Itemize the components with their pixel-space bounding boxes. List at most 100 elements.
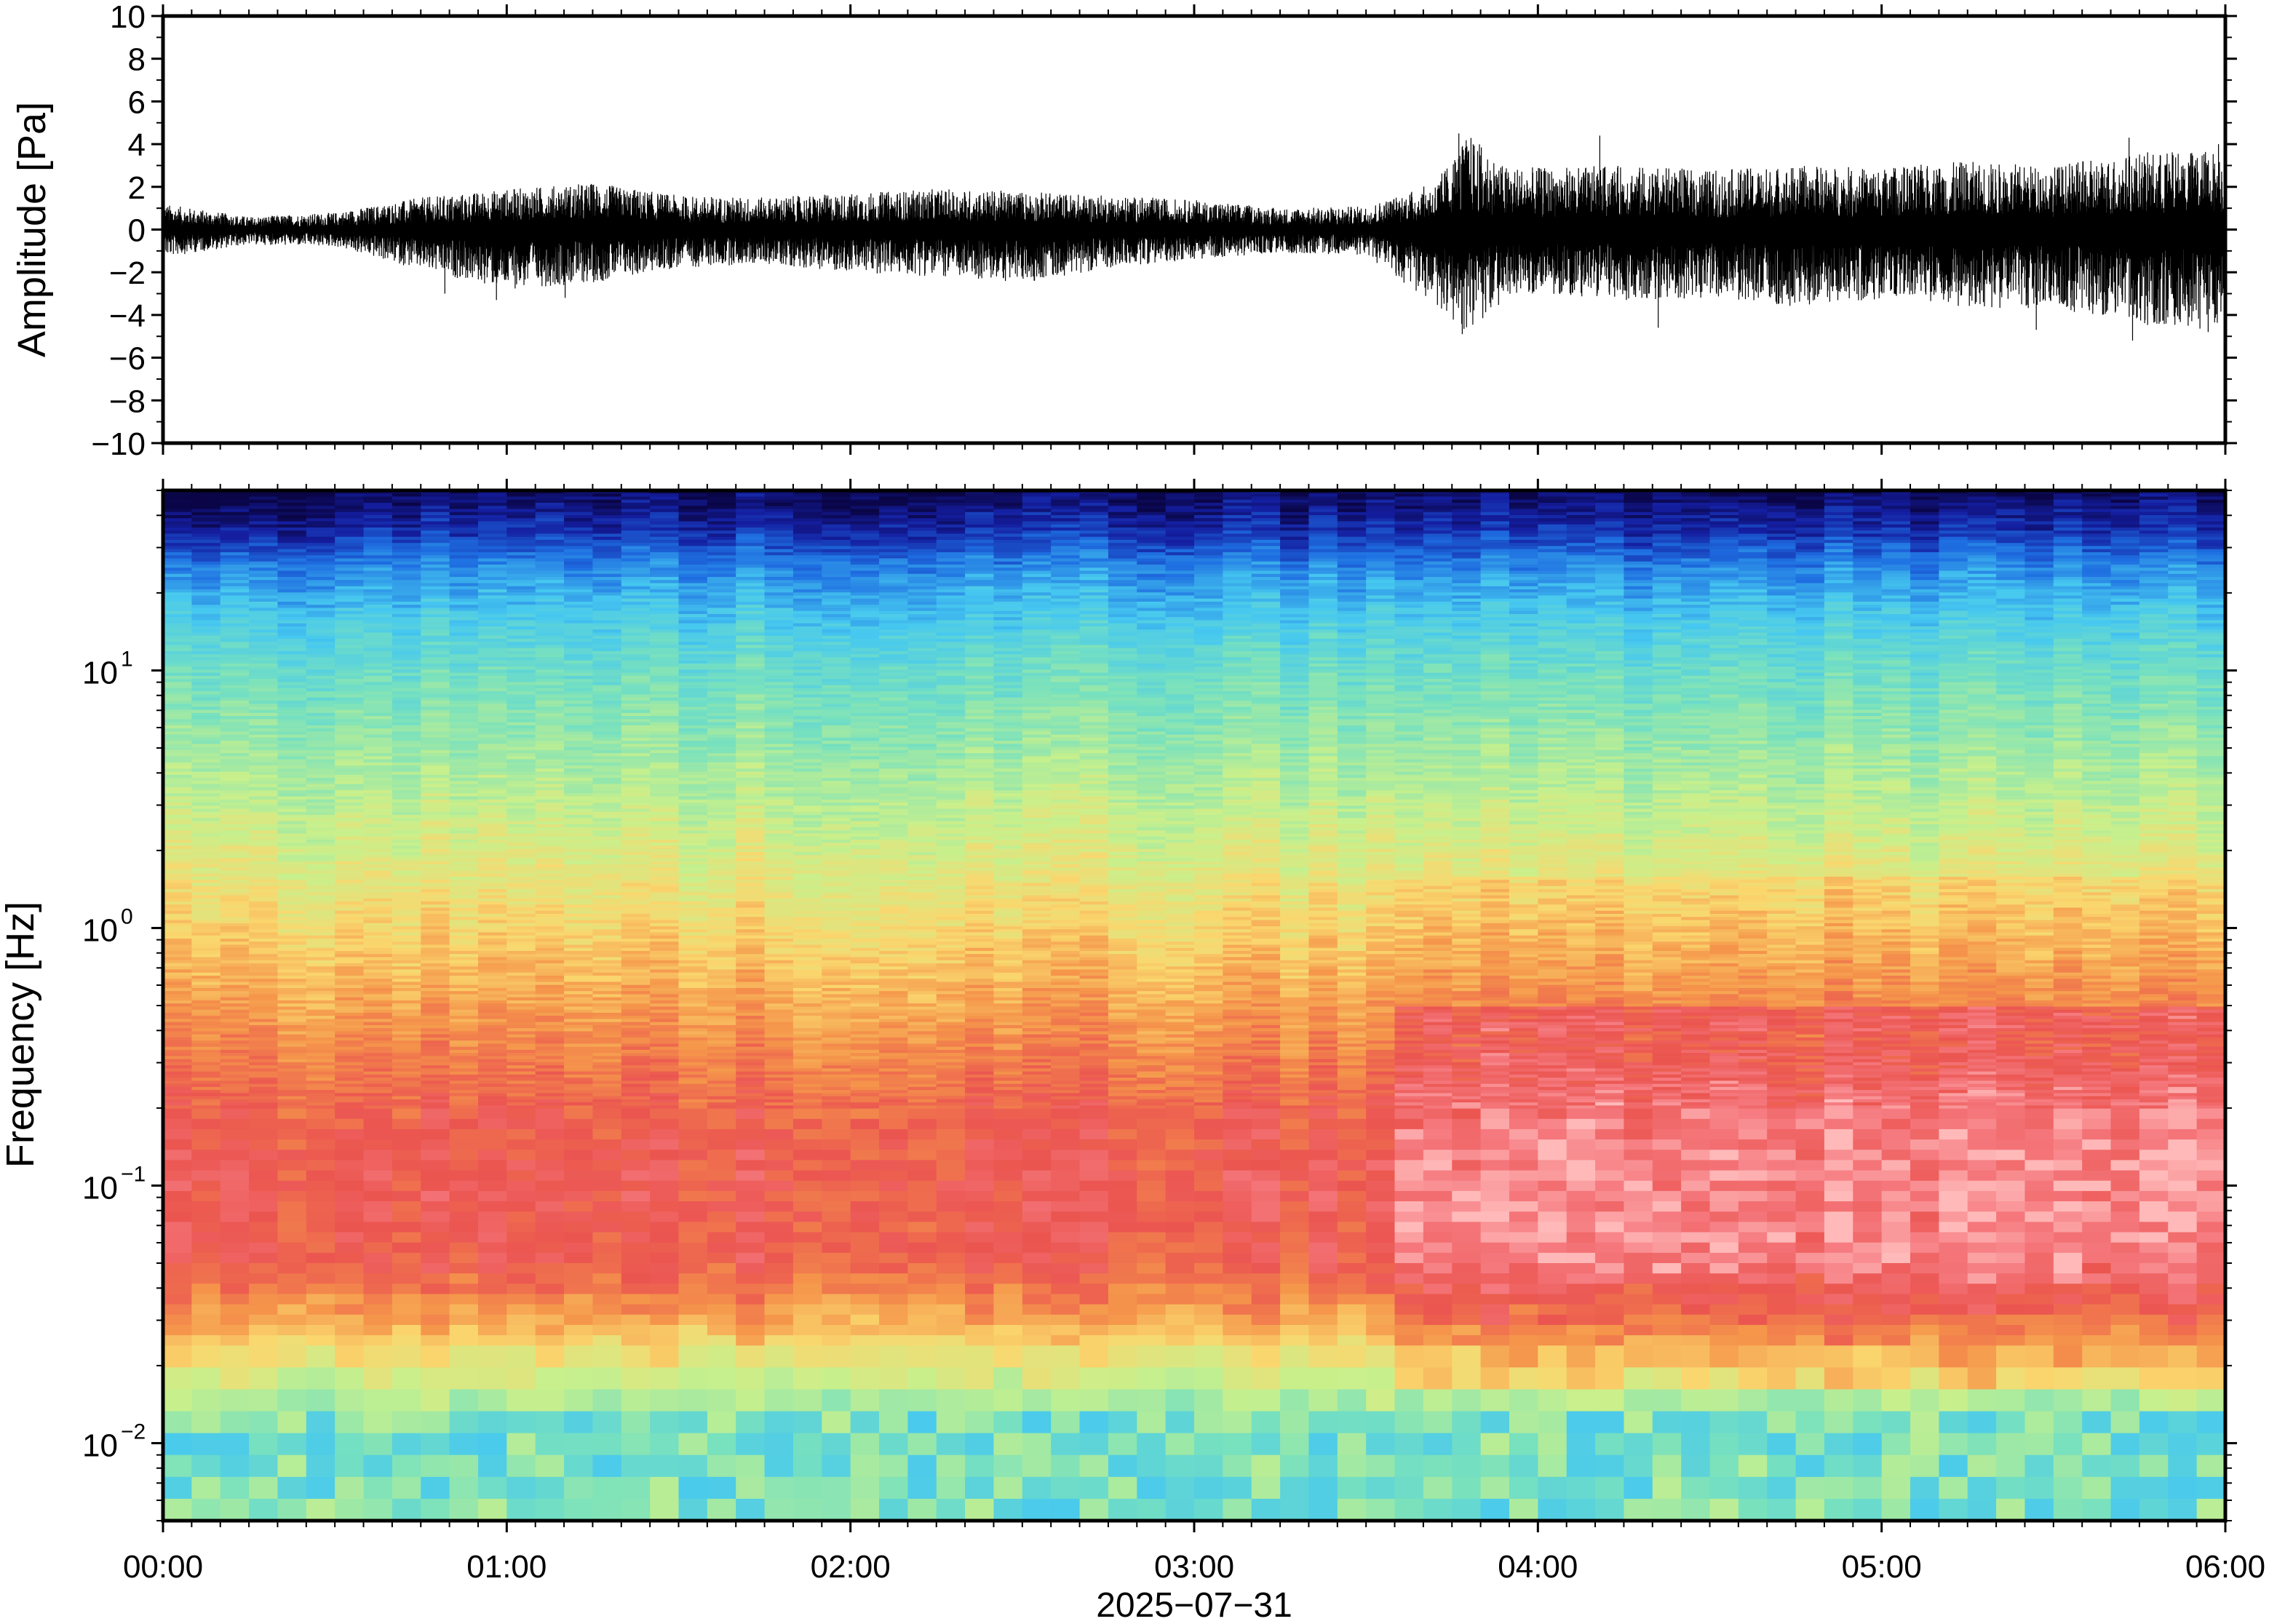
spectrogram-cell — [249, 793, 278, 797]
spectrogram-cell — [621, 1019, 651, 1022]
spectrogram-cell — [450, 719, 479, 723]
spectrogram-cell — [306, 654, 335, 658]
spectrogram-cell — [306, 570, 335, 574]
spectrogram-cell — [506, 904, 536, 908]
spectrogram-cell — [506, 574, 536, 578]
spectrogram-cell — [364, 1090, 393, 1094]
spectrogram-cell — [364, 852, 393, 856]
spectrogram-cell — [163, 694, 192, 698]
spectrogram-cell — [450, 1389, 479, 1412]
figure: −10−8−6−4−20246810 Amplitude [Pa] 10 −210… — [0, 0, 2269, 1624]
spectrogram-cell — [707, 731, 736, 735]
spectrogram-cell — [450, 518, 479, 522]
spectrogram-cell — [191, 698, 220, 701]
spectrogram-cell — [364, 620, 393, 624]
spectrogram-cell — [306, 533, 335, 537]
spectrogram-cell — [650, 568, 679, 571]
spectrogram-cell — [306, 512, 335, 516]
spectrogram-cell — [650, 493, 679, 497]
spectrogram-cell — [163, 1201, 192, 1212]
spectrogram-cell — [478, 920, 507, 923]
spectrogram-cell — [450, 824, 479, 828]
spectrogram-cell — [621, 1087, 651, 1091]
spectrogram-cell — [421, 691, 450, 695]
spectrogram-cell — [220, 1243, 250, 1254]
spectrogram-cell — [277, 1068, 306, 1072]
spectrogram-cell — [163, 911, 192, 915]
spectrogram-cell — [421, 1499, 450, 1521]
spectrogram-cell — [679, 1412, 708, 1434]
spectrogram-panel: 10−210−1100101 00:00 01:00 02:00 03:00 04:00… — [0, 479, 2265, 1624]
spectrogram-cell — [306, 982, 335, 985]
spectrogram-cell — [306, 669, 335, 673]
spectrogram-cell — [364, 632, 393, 636]
spectrogram-cell — [707, 698, 736, 701]
spectrogram-cell — [564, 830, 593, 834]
spectrogram-cell — [335, 966, 364, 970]
spectrogram-cell — [450, 608, 479, 611]
spectrogram-cell — [220, 716, 250, 720]
spectrogram-cell — [506, 645, 536, 648]
spectrogram-cell — [650, 642, 679, 645]
spectrogram-cell — [421, 914, 450, 918]
spectrogram-cell — [621, 525, 651, 528]
spectrogram-cell — [450, 864, 479, 868]
spectrogram-cell — [707, 750, 736, 754]
spectrogram-cell — [564, 805, 593, 809]
spectrogram-cell — [191, 920, 220, 923]
spectrogram-cell — [450, 543, 479, 546]
spectrogram-cell — [707, 738, 736, 741]
spectrogram-cell — [392, 555, 421, 559]
spectrogram-cell — [707, 815, 736, 819]
spectrogram-cell — [564, 570, 593, 574]
spectrogram-cell — [191, 809, 220, 813]
spectrogram-cell — [191, 790, 220, 794]
spectrogram-cell — [421, 1102, 450, 1106]
spectrogram-cell — [478, 500, 507, 503]
spectrogram-cell — [220, 586, 250, 590]
spectrogram-cell — [392, 1025, 421, 1029]
spectrogram-cell — [277, 676, 306, 680]
spectrogram-cell — [679, 1084, 708, 1088]
spectrogram-cell — [564, 1129, 593, 1140]
spectrogram-cell — [707, 515, 736, 519]
spectrogram-cell — [621, 549, 651, 553]
spectrogram-cell — [421, 565, 450, 568]
spectrogram-cell — [163, 991, 192, 995]
spectrogram-cell — [650, 772, 679, 776]
spectrogram-cell — [392, 772, 421, 776]
spectrogram-cell — [364, 654, 393, 658]
spectrogram-cell — [506, 651, 536, 655]
spectrogram-cell — [679, 725, 708, 729]
spectrogram-cell — [249, 982, 278, 985]
spectrogram-cell — [421, 800, 450, 803]
spectrogram-cell — [220, 614, 250, 618]
spectrogram-cell — [392, 592, 421, 596]
spectrogram-cell — [592, 1078, 621, 1081]
spectrogram-cell — [191, 1283, 220, 1294]
spectrogram-cell — [191, 756, 220, 760]
spectrogram-cell — [306, 843, 335, 846]
spectrogram-cell — [621, 728, 651, 732]
spectrogram-cell — [163, 1345, 192, 1368]
spectrogram-cell — [621, 648, 651, 652]
spectrogram-cell — [277, 793, 306, 797]
spectrogram-cell — [277, 1181, 306, 1192]
spectrogram-cell — [679, 1325, 708, 1336]
spectrogram-cell — [191, 1078, 220, 1081]
spectrogram-cell — [249, 620, 278, 624]
spectrogram-cell — [621, 1025, 651, 1029]
spectrogram-cell — [364, 685, 393, 689]
spectrogram-cell — [564, 1325, 593, 1336]
spectrogram-cell — [335, 969, 364, 973]
spectrogram-cell — [364, 614, 393, 618]
spectrogram-cell — [564, 942, 593, 945]
spectrogram-cell — [163, 973, 192, 976]
spectrogram-cell — [621, 518, 651, 522]
spectrogram-cell — [536, 543, 565, 546]
spectrogram-cell — [679, 497, 708, 501]
spectrogram-cell — [220, 790, 250, 794]
spectrogram-cell — [621, 493, 651, 497]
spectrogram-cell — [364, 948, 393, 952]
spectrogram-cell — [392, 859, 421, 862]
